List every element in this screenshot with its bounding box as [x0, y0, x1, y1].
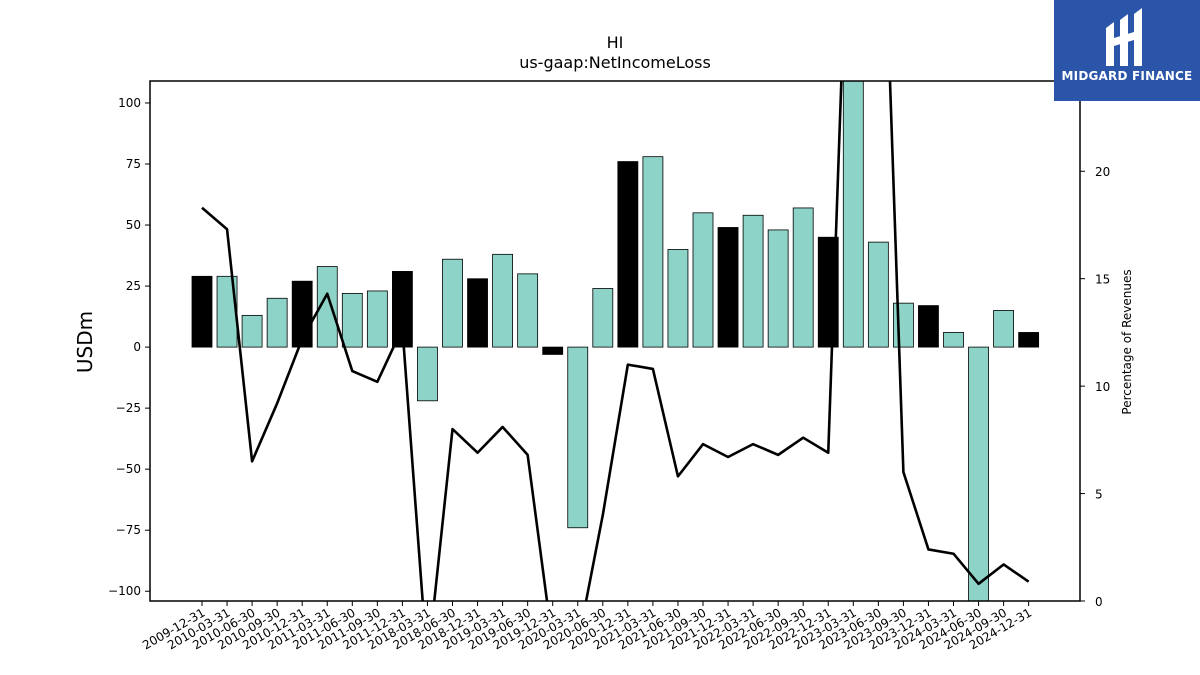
y2-tick-label: 5: [1095, 488, 1103, 502]
brand-logo: MIDGARD FINANCE: [1054, 0, 1200, 101]
bar-2018-03-31: [417, 346, 438, 402]
bar-2021-03-31: [642, 156, 664, 348]
y-axis-label: USDm: [73, 311, 97, 373]
bar-2022-06-30: [767, 229, 789, 348]
axes-group: −100−75−50−250255075100051015202009-12-3…: [108, 80, 1110, 652]
y2-tick-label: 0: [1095, 595, 1103, 609]
logo-text: MIDGARD FINANCE: [1061, 69, 1193, 83]
bar-2024-09-30: [993, 310, 1014, 348]
bar-2020-12-31: [617, 161, 639, 348]
chart-title: HI: [607, 33, 624, 52]
y-tick-label: −50: [116, 462, 141, 476]
bar-2024-06-30: [968, 346, 989, 601]
bar-2011-12-31: [391, 271, 413, 348]
bar-2019-03-31: [492, 253, 514, 348]
logo-mark-icon: [1106, 8, 1142, 66]
bar-2011-03-31: [316, 266, 338, 348]
bar-2024-03-31: [943, 332, 964, 348]
y2-axis-label: Percentage of Revenues: [1120, 269, 1134, 414]
bar-2019-12-31: [542, 346, 564, 355]
percentage-line: [201, 81, 1030, 601]
bar-2021-12-31: [717, 227, 739, 348]
bar-2018-12-31: [467, 278, 488, 348]
bar-2022-03-31: [742, 214, 764, 348]
bar-2023-03-31: [842, 81, 864, 348]
y2-tick-label: 20: [1095, 165, 1110, 179]
bar-2021-06-30: [667, 249, 689, 348]
chart-subtitle: us-gaap:NetIncomeLoss: [519, 53, 711, 72]
bar-2011-06-30: [341, 292, 363, 348]
bar-2020-06-30: [592, 288, 614, 348]
y2-tick-label: 10: [1095, 380, 1110, 394]
bar-2023-12-31: [918, 305, 939, 348]
bar-2018-06-30: [442, 258, 463, 348]
y-tick-label: 100: [118, 96, 141, 110]
bar-2023-06-30: [867, 241, 889, 348]
bar-2010-09-30: [266, 297, 288, 348]
plot-frame: [149, 80, 1081, 602]
bar-2020-03-31: [567, 346, 589, 529]
y-tick-label: −100: [108, 584, 141, 598]
bar-2023-09-30: [893, 302, 914, 348]
bar-2021-09-30: [692, 212, 714, 348]
line-group: [201, 81, 1030, 601]
bar-2011-09-30: [366, 290, 388, 348]
bar-2019-06-30: [517, 273, 539, 348]
y-tick-label: −25: [116, 401, 141, 415]
y-tick-label: −75: [116, 523, 141, 537]
y-tick-label: 50: [126, 218, 141, 232]
y2-tick-label: 15: [1095, 273, 1110, 287]
bar-2024-12-31: [1018, 332, 1040, 348]
y-tick-label: 25: [126, 279, 141, 293]
bar-2010-06-30: [241, 314, 263, 348]
y-tick-label: 0: [133, 340, 141, 354]
bars-group: [191, 81, 1040, 601]
y-tick-label: 75: [126, 157, 141, 171]
bar-2022-09-30: [792, 207, 814, 348]
bar-2009-12-31: [191, 275, 213, 348]
